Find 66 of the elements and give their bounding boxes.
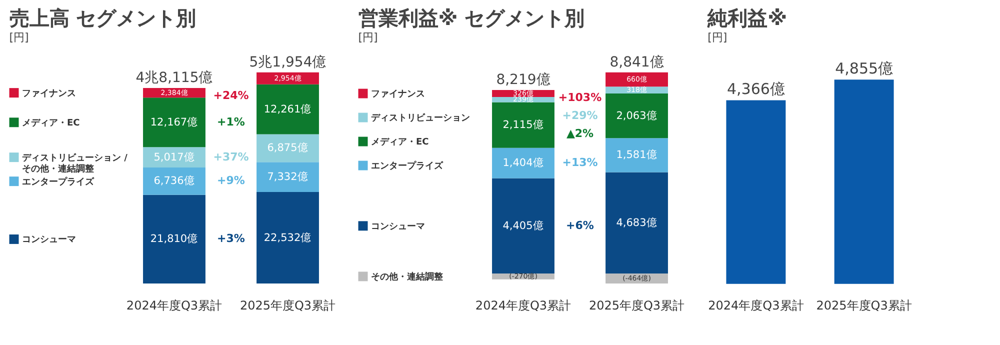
total-label: 8,219億 <box>496 72 550 88</box>
x-tick-label: 2024年度Q3累計 <box>708 298 804 312</box>
bar <box>256 134 319 162</box>
annotation: ▲2% <box>566 126 594 140</box>
bar <box>256 192 319 284</box>
legend-label: コンシューマ <box>22 235 76 246</box>
data-label: 12,261億 <box>264 102 312 116</box>
total-label: 4兆8,115億 <box>136 70 213 86</box>
legend-label: メディア・EC <box>371 138 430 148</box>
bar <box>256 162 319 192</box>
annotation: +9% <box>217 174 245 188</box>
bar <box>606 172 668 274</box>
data-label: 1,581億 <box>616 148 658 162</box>
legend-label: ディストリビューション <box>371 112 470 124</box>
bar <box>606 93 668 138</box>
data-label: 21,810億 <box>150 232 198 246</box>
data-label: 4,405億 <box>502 218 544 232</box>
data-label: 1,404億 <box>502 156 544 170</box>
data-label: 22,532億 <box>264 230 312 244</box>
total-label: 5兆1,954億 <box>249 54 326 70</box>
chart-title: 売上高 セグメント別 <box>9 6 196 30</box>
annotation: +1% <box>217 115 245 128</box>
chart-title: 営業利益※ セグメント別 <box>358 6 585 30</box>
x-tick-label: 2025年度Q3累計 <box>240 298 336 312</box>
x-tick-label: 2025年度Q3累計 <box>816 298 912 312</box>
data-label: 4,683億 <box>616 216 658 229</box>
x-tick-label: 2025年度Q3累計 <box>588 298 685 312</box>
annotation: +3% <box>217 232 245 246</box>
bar <box>143 194 206 284</box>
data-label: 12,167億 <box>150 115 198 128</box>
data-label: 4,855億 <box>835 60 894 78</box>
y-axis-title: [円] <box>708 31 728 44</box>
data-label: 5,017億 <box>154 150 195 164</box>
legend-label: ファイナンス <box>22 88 76 99</box>
y-axis-title: [円] <box>9 31 29 44</box>
legend-label: メディア・EC <box>22 118 80 128</box>
data-label: 2,063億 <box>616 108 658 122</box>
legend-label: その他・連結調整 <box>371 271 444 282</box>
bar <box>143 98 206 148</box>
data-label: 6,736億 <box>154 174 195 188</box>
bar <box>256 84 319 134</box>
chart-title: 純利益※ <box>706 6 788 30</box>
data-label: 2,115億 <box>502 118 544 132</box>
bar <box>606 138 668 172</box>
data-label: 6,875億 <box>267 141 308 154</box>
y-axis-title: [円] <box>358 31 378 44</box>
legend-label: エンタープライズ <box>22 176 95 188</box>
annotation: +29% <box>562 108 598 122</box>
annotation: +37% <box>213 150 249 164</box>
annotation: +103% <box>558 90 602 104</box>
legend-label: コンシューマ <box>371 222 425 232</box>
legend-label: ディストリビューション / その他・連結調整 <box>22 152 128 174</box>
bar <box>143 168 206 195</box>
annotation: +24% <box>213 88 249 102</box>
data-label: 7,332億 <box>267 170 308 184</box>
bar <box>492 102 554 148</box>
total-label: 8,841億 <box>610 54 664 70</box>
legend-label: エンタープライズ <box>371 160 444 172</box>
x-tick-label: 2024年度Q3累計 <box>126 298 222 312</box>
bar <box>492 148 554 178</box>
bar <box>492 178 554 274</box>
data-label: 4,366億 <box>726 80 785 98</box>
x-tick-label: 2024年度Q3累計 <box>475 298 572 312</box>
annotation: +6% <box>566 218 594 232</box>
annotation: +13% <box>562 156 598 170</box>
legend-label: ファイナンス <box>371 90 425 100</box>
